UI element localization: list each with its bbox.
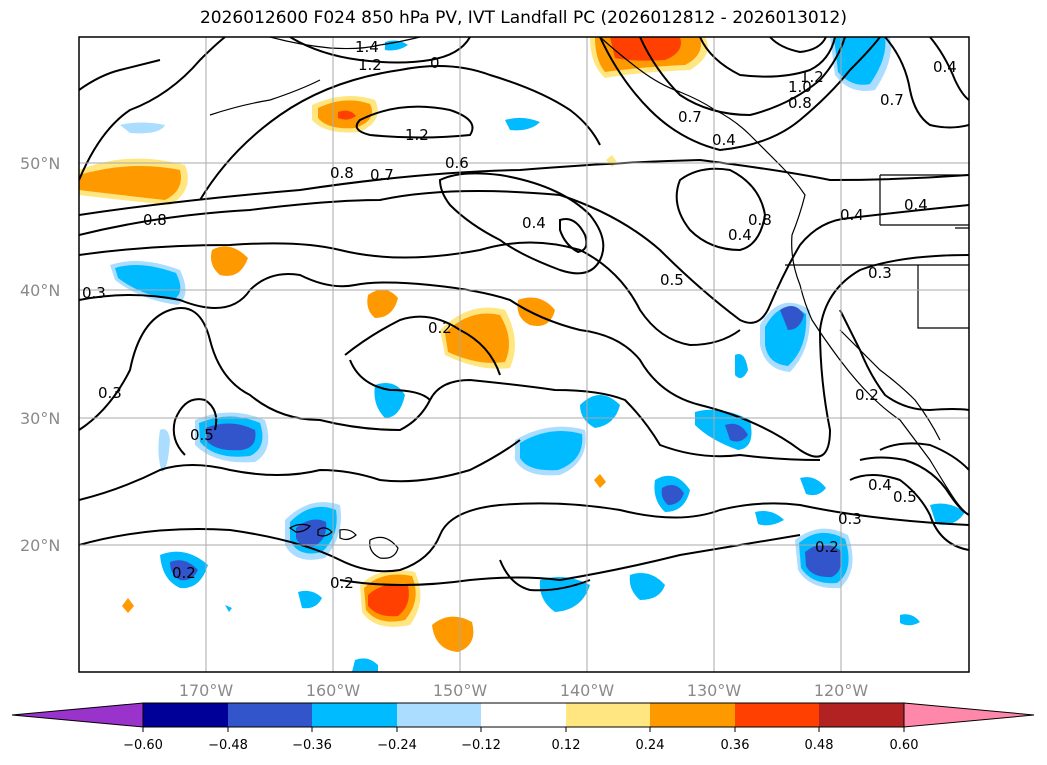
colorbar-bin [312, 703, 397, 727]
colorbar-extend-low [11, 702, 144, 728]
contour-label: 0.5 [893, 488, 917, 506]
colorbar-extend-high [903, 702, 1035, 728]
colorbar-tick-label: 0.24 [636, 738, 665, 753]
colorbar-bin [228, 703, 312, 727]
contour-label: 0.4 [712, 131, 736, 149]
contour-label: 0.3 [868, 264, 892, 282]
contour-label: 0.5 [660, 271, 684, 289]
map-frame [78, 36, 970, 673]
colorbar-tick-label: 0.12 [552, 738, 581, 753]
contour-label: 0.6 [445, 154, 469, 172]
lon-label-120w: 120°W [814, 681, 869, 700]
contour-label: 0.7 [678, 108, 702, 126]
colorbar-bin [819, 703, 904, 727]
longitude-labels: 170°W 160°W 150°W 140°W 130°W 120°W [179, 681, 869, 700]
contour-label: 0.3 [82, 284, 106, 302]
contour-label: 0.4 [728, 226, 752, 244]
contour-label: 0.4 [933, 58, 957, 76]
contour-label: 0 [430, 54, 440, 72]
colorbar-bin [650, 703, 735, 727]
colorbar-frame [142, 702, 905, 728]
contour-label: 0.8 [788, 94, 812, 112]
colorbar-bin [397, 703, 481, 727]
lon-label-170w: 170°W [179, 681, 234, 700]
colorbar-tick-label: −0.24 [377, 738, 417, 753]
contour-label: 0.7 [370, 166, 394, 184]
lat-label-40n: 40°N [20, 281, 60, 300]
contour-label: 0.5 [190, 426, 214, 444]
map-title: 2026012600 F024 850 hPa PV, IVT Landfall… [199, 8, 847, 28]
colorbar-tick-label: −0.12 [461, 738, 501, 753]
colorbar-tick-label: −0.60 [123, 738, 163, 753]
contour-label: 0.2 [428, 319, 452, 337]
contour-label: 1.2 [358, 56, 382, 74]
colorbar-tick-label: 0.60 [890, 738, 919, 753]
lat-label-30n: 30°N [20, 409, 60, 428]
contour-label: 0.2 [855, 386, 879, 404]
colorbar-tick-label: −0.36 [292, 738, 332, 753]
contour-label: 1.2 [405, 126, 429, 144]
lat-label-20n: 20°N [20, 536, 60, 555]
lon-label-140w: 140°W [560, 681, 615, 700]
lon-label-130w: 130°W [687, 681, 742, 700]
contour-label: 0.8 [143, 211, 167, 229]
latitude-labels: 50°N 40°N 30°N 20°N [20, 154, 60, 555]
colorbar-bin [143, 703, 228, 727]
contour-label: 0.4 [904, 196, 928, 214]
colorbar-tick-label: −0.48 [208, 738, 248, 753]
coastlines [209, 37, 969, 559]
colorbar-tick-label: 0.48 [805, 738, 834, 753]
contour-label: 0.3 [98, 384, 122, 402]
contour-label: 0.4 [840, 206, 864, 224]
contour-label: 0.2 [815, 538, 839, 556]
colorbar-tick-label: 0.36 [721, 738, 750, 753]
colorbar: −0.60 −0.48 −0.36 −0.24 −0.12 0.12 0.24 … [11, 702, 1035, 753]
contour-label: 0.8 [748, 211, 772, 229]
lon-label-160w: 160°W [306, 681, 361, 700]
colorbar-bin [735, 703, 819, 727]
map-panel: 1.4 1.2 0 1.2 0.8 0.7 0.6 0.4 0.5 0.8 0.… [79, 37, 969, 672]
colorbar-bin [566, 703, 650, 727]
contour-label: 0.3 [838, 510, 862, 528]
lon-label-150w: 150°W [433, 681, 488, 700]
contour-label: 0.2 [172, 564, 196, 582]
contour-label: 0.2 [330, 574, 354, 592]
pv-contours [79, 37, 969, 592]
contour-label: 0.8 [330, 164, 354, 182]
contour-label: 1.2 [800, 68, 824, 86]
contour-label: 0.7 [880, 91, 904, 109]
contour-label: 1.4 [355, 38, 379, 56]
lat-label-50n: 50°N [20, 154, 60, 173]
contour-label: 1.0 [788, 78, 812, 96]
contour-labels: 1.4 1.2 0 1.2 0.8 0.7 0.6 0.4 0.5 0.8 0.… [82, 38, 957, 592]
gridlines [79, 37, 969, 672]
contour-label: 0.4 [868, 476, 892, 494]
contour-label: 0.4 [522, 214, 546, 232]
colorbar-bin [481, 703, 566, 727]
